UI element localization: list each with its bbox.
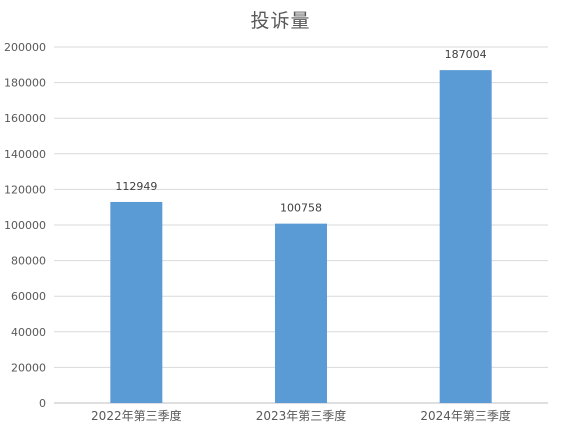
label-layer: 112949 100758 187004 (115, 48, 486, 215)
y-tick-label: 200000 (4, 41, 46, 54)
bar-3 (439, 70, 492, 404)
y-tick-label: 60000 (11, 290, 46, 303)
bar-layer (110, 70, 492, 404)
x-tick-label: 2022年第三季度 (91, 408, 182, 423)
y-tick-label: 100000 (4, 219, 46, 232)
y-tick-label: 140000 (4, 148, 46, 161)
y-tick-label: 180000 (4, 77, 46, 90)
axis-layer: 0 20000 40000 60000 80000 100000 120000 140000 1… (4, 41, 511, 423)
data-label: 100758 (280, 202, 322, 215)
chart-title: 投诉量 (250, 10, 311, 32)
bar-1 (110, 201, 163, 403)
data-label: 112949 (115, 180, 157, 193)
x-tick-label: 2023年第三季度 (256, 408, 347, 423)
y-tick-label: 160000 (4, 112, 46, 125)
bar-2 (275, 223, 327, 403)
y-tick-label: 20000 (11, 361, 46, 374)
y-tick-label: 120000 (4, 183, 46, 196)
y-tick-label: 0 (39, 397, 46, 410)
y-tick-label: 80000 (11, 255, 46, 268)
x-tick-label: 2024年第三季度 (420, 408, 511, 423)
y-tick-label: 40000 (11, 326, 46, 339)
data-label: 187004 (445, 48, 487, 61)
